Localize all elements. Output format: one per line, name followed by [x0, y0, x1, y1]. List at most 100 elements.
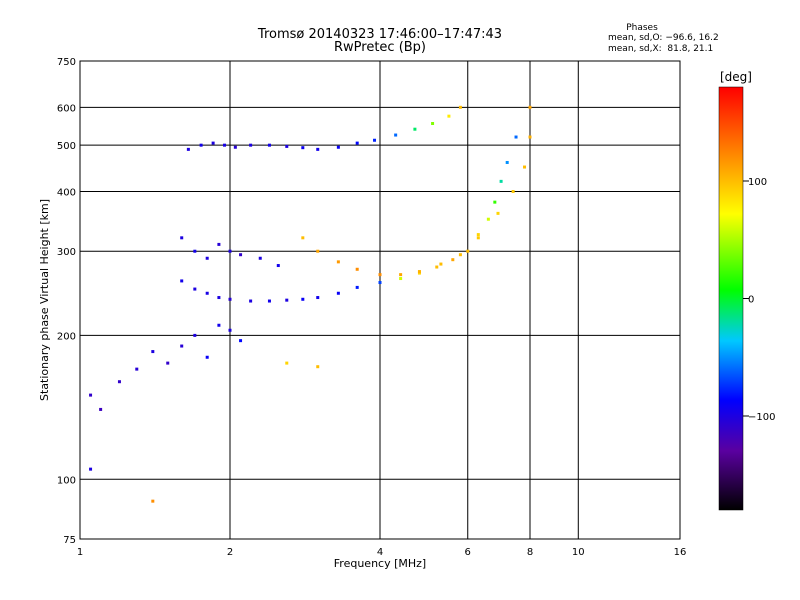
data-point: [193, 287, 197, 291]
data-point: [511, 189, 515, 193]
data-point: [217, 242, 221, 246]
data-point: [233, 145, 237, 149]
x-tick-labels: 1 2 4 6 8 10 16: [77, 547, 687, 558]
colorbar-tick-label: 100: [748, 177, 767, 188]
data-point: [228, 297, 232, 301]
x-tick-label: 16: [674, 547, 687, 558]
data-point: [316, 147, 320, 151]
data-point: [447, 114, 451, 118]
y-tick-label: 500: [57, 141, 76, 152]
data-point: [496, 211, 500, 215]
data-point: [476, 236, 480, 240]
x-tick-label: 10: [572, 547, 585, 558]
data-point: [528, 135, 532, 139]
grid-lines: [80, 61, 680, 539]
colorbar: [718, 86, 744, 511]
data-point: [476, 233, 480, 237]
data-point: [493, 200, 497, 204]
data-point: [239, 253, 243, 257]
data-point: [336, 291, 340, 295]
data-point: [336, 145, 340, 149]
data-point: [514, 135, 518, 139]
data-points: [89, 105, 532, 503]
x-tick-label: 1: [77, 547, 83, 558]
data-point: [378, 273, 382, 277]
y-tick-label: 200: [57, 331, 76, 342]
y-tick-label: 100: [57, 475, 76, 486]
data-point: [89, 393, 93, 397]
data-point: [399, 273, 403, 277]
x-tick-label: 8: [527, 547, 533, 558]
data-point: [239, 339, 243, 343]
data-point: [267, 143, 271, 147]
data-point: [316, 296, 320, 300]
x-tick-label: 4: [377, 547, 383, 558]
data-point: [373, 138, 377, 142]
data-point: [186, 147, 190, 151]
data-point: [301, 146, 305, 150]
data-point: [199, 143, 203, 147]
colorbar-ticks: 100 0 −100: [743, 177, 775, 423]
data-point: [249, 143, 253, 147]
y-tick-label: 750: [57, 57, 76, 68]
data-point: [205, 256, 209, 260]
data-point: [151, 350, 155, 354]
y-tick-labels: 75 100 200 300 400 500 600 750: [57, 57, 76, 546]
data-point: [217, 296, 221, 300]
data-point: [355, 141, 359, 145]
data-point: [413, 127, 417, 131]
colorbar-tick-label: −100: [748, 412, 775, 423]
data-point: [180, 236, 184, 240]
data-point: [166, 361, 170, 365]
data-point: [285, 361, 289, 365]
y-tick-label: 400: [57, 187, 76, 198]
data-point: [205, 355, 209, 359]
data-point: [193, 249, 197, 253]
data-point: [528, 105, 532, 109]
y-axis-label: Stationary phase Virtual Height [km]: [38, 199, 51, 401]
phase-stats-o: mean, sd,O: −96.6, 16.2: [608, 33, 719, 43]
y-tick-label: 600: [57, 103, 76, 114]
data-point: [394, 133, 398, 137]
data-point: [285, 298, 289, 302]
data-point: [505, 160, 509, 164]
data-point: [193, 333, 197, 337]
phase-stats-heading: Phases: [626, 23, 658, 33]
data-point: [151, 499, 155, 503]
data-point: [180, 279, 184, 283]
data-point: [523, 165, 527, 169]
data-point: [451, 258, 455, 262]
data-point: [316, 249, 320, 253]
phase-stats-x: mean, sd,X: 81.8, 21.1: [608, 44, 714, 54]
data-point: [228, 328, 232, 332]
data-point: [301, 297, 305, 301]
data-point: [223, 143, 227, 147]
data-point: [431, 122, 435, 126]
data-point: [135, 367, 139, 371]
data-point: [249, 299, 253, 303]
data-point: [458, 105, 462, 109]
data-point: [217, 323, 221, 327]
y-tick-label: 300: [57, 247, 76, 258]
data-point: [355, 285, 359, 289]
data-point: [99, 407, 103, 411]
data-point: [435, 265, 439, 269]
data-point: [117, 380, 121, 384]
data-point: [89, 467, 93, 471]
data-point: [336, 260, 340, 264]
data-point: [205, 291, 209, 295]
data-point: [316, 365, 320, 369]
data-point: [228, 249, 232, 253]
data-point: [378, 281, 382, 285]
data-point: [355, 267, 359, 271]
data-point: [417, 270, 421, 274]
colorbar-unit-label: [deg]: [720, 70, 752, 84]
data-point: [417, 271, 421, 275]
data-point: [499, 179, 503, 183]
data-point: [276, 264, 280, 268]
data-point: [458, 253, 462, 257]
data-point: [399, 277, 403, 281]
chart-subtitle: RwPretec (Bp): [333, 40, 427, 55]
